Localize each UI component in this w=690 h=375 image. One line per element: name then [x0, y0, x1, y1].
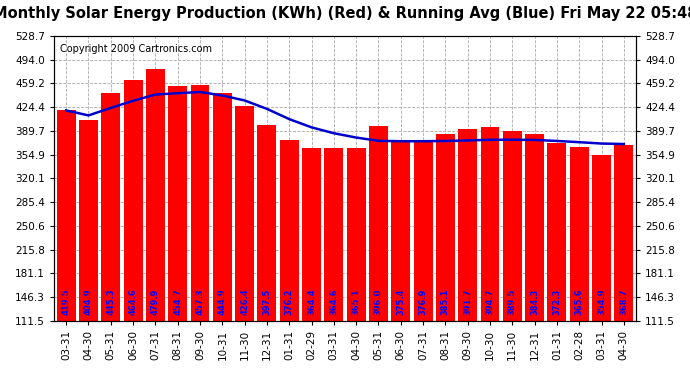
Text: 391.7: 391.7: [463, 289, 472, 315]
Text: 364.6: 364.6: [329, 289, 338, 315]
Bar: [525, 135, 544, 375]
Bar: [369, 126, 388, 375]
Text: 385.1: 385.1: [441, 289, 450, 315]
Text: 445.3: 445.3: [106, 289, 115, 315]
Bar: [592, 154, 611, 375]
Text: 444.9: 444.9: [218, 289, 227, 315]
Bar: [480, 128, 500, 375]
Text: 389.5: 389.5: [508, 289, 517, 315]
Text: 426.4: 426.4: [240, 288, 249, 315]
Bar: [436, 134, 455, 375]
Bar: [413, 140, 433, 375]
Bar: [503, 131, 522, 375]
Bar: [302, 148, 321, 375]
Text: 368.7: 368.7: [620, 289, 629, 315]
Bar: [547, 142, 566, 375]
Bar: [101, 93, 120, 375]
Text: 354.9: 354.9: [597, 289, 606, 315]
Text: 396.0: 396.0: [374, 289, 383, 315]
Bar: [391, 141, 411, 375]
Text: 364.4: 364.4: [307, 289, 316, 315]
Text: Monthly Solar Energy Production (KWh) (Red) & Running Avg (Blue) Fri May 22 05:4: Monthly Solar Energy Production (KWh) (R…: [0, 6, 690, 21]
Bar: [168, 86, 187, 375]
Text: 394.7: 394.7: [486, 289, 495, 315]
Text: 464.6: 464.6: [128, 288, 137, 315]
Bar: [124, 80, 143, 375]
Text: 457.3: 457.3: [195, 289, 204, 315]
Bar: [79, 120, 98, 375]
Text: 404.9: 404.9: [84, 289, 93, 315]
Bar: [346, 148, 366, 375]
Text: 372.3: 372.3: [553, 289, 562, 315]
Text: 419.5: 419.5: [61, 289, 70, 315]
Bar: [257, 126, 277, 375]
Text: 376.2: 376.2: [285, 289, 294, 315]
Text: 375.4: 375.4: [396, 289, 405, 315]
Text: 454.7: 454.7: [173, 289, 182, 315]
Text: Copyright 2009 Cartronics.com: Copyright 2009 Cartronics.com: [60, 44, 212, 54]
Bar: [190, 85, 210, 375]
Text: 376.9: 376.9: [419, 289, 428, 315]
Bar: [279, 140, 299, 375]
Bar: [324, 148, 344, 375]
Bar: [458, 129, 477, 375]
Bar: [57, 110, 76, 375]
Bar: [213, 93, 232, 375]
Text: 384.3: 384.3: [530, 289, 539, 315]
Text: 397.5: 397.5: [262, 289, 271, 315]
Text: 365.1: 365.1: [352, 289, 361, 315]
Bar: [570, 147, 589, 375]
Bar: [235, 106, 254, 375]
Text: 365.6: 365.6: [575, 289, 584, 315]
Bar: [146, 69, 165, 375]
Bar: [614, 145, 633, 375]
Text: 479.9: 479.9: [151, 289, 160, 315]
